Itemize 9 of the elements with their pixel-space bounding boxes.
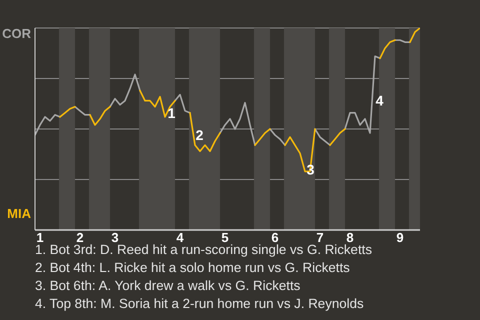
annotation: 2 xyxy=(196,127,204,144)
annotation: 1 xyxy=(168,104,176,121)
text: MIA xyxy=(6,206,31,222)
text: COR xyxy=(1,26,31,42)
text: 3. Bot 6th: A. York drew a walk vs G. Ricketts xyxy=(35,277,302,295)
text: 2. Bot 4th: L. Ricke hit a solo home run vs G. Ricketts xyxy=(35,259,351,277)
annotation: 4 xyxy=(376,92,384,109)
x-tick-label: 9 xyxy=(396,230,404,246)
text: 4. Top 8th: M. Soria hit a 2-run home run vs J. Reynolds xyxy=(35,295,365,313)
